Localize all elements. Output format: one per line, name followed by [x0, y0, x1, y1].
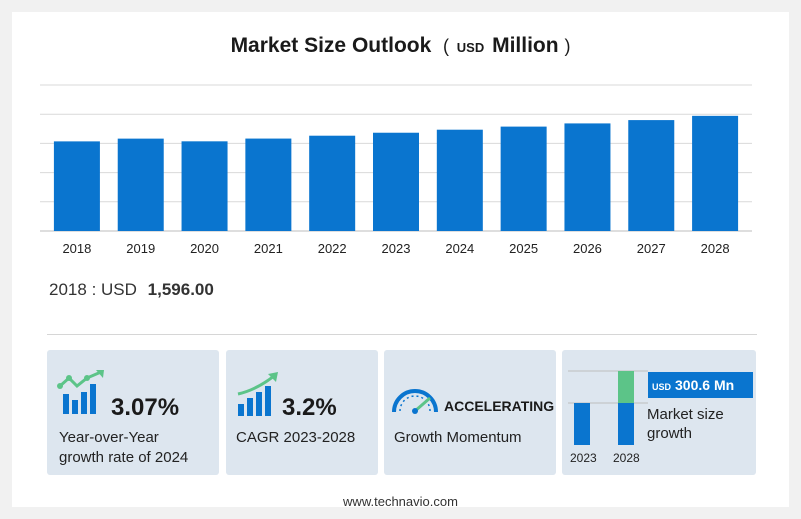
growth-chart-icon	[57, 370, 104, 414]
chart-title: Market Size Outlook ( USD Million )	[0, 34, 801, 58]
title-unit: Million	[492, 34, 559, 57]
x-tick-label: 2022	[318, 241, 347, 256]
bar-2026[interactable]	[564, 123, 611, 231]
kpi-yoy-label-line1: Year-over-Year	[59, 429, 159, 446]
x-tick-label: 2023	[382, 241, 411, 256]
bar-2021[interactable]	[245, 138, 292, 231]
x-tick-label: 2026	[573, 241, 602, 256]
title-currency: USD	[456, 40, 485, 55]
growth-amount-badge: USD 300.6 Mn	[648, 372, 753, 398]
x-tick-label: 2028	[701, 241, 730, 256]
growth-label-line2: growth	[647, 425, 693, 442]
x-tick-label: 2027	[637, 241, 666, 256]
mini-growth-segment	[618, 371, 634, 403]
x-tick-label: 2019	[126, 241, 155, 256]
bar-2024[interactable]	[436, 129, 483, 231]
title-close-paren: )	[564, 36, 571, 56]
readout-separator: :	[91, 280, 97, 299]
readout-year: 2018	[49, 280, 87, 299]
growth-label-line1: Market size	[647, 406, 724, 423]
growth-amount: 300.6 Mn	[675, 377, 735, 393]
kpi-momentum-card: ACCELERATING Growth Momentum	[384, 350, 556, 475]
mini-growth-chart	[568, 370, 648, 445]
bar-2025[interactable]	[500, 126, 547, 231]
x-tick-label: 2020	[190, 241, 219, 256]
bar-2028[interactable]	[692, 115, 739, 231]
kpi-cagr-label: CAGR 2023-2028	[236, 429, 356, 446]
x-tick-label: 2021	[254, 241, 283, 256]
title-main: Market Size Outlook	[230, 34, 432, 57]
bar-2018[interactable]	[53, 141, 100, 231]
kpi-momentum-label: Growth Momentum	[394, 429, 522, 446]
x-tick-label: 2024	[445, 241, 474, 256]
bar-2020[interactable]	[181, 141, 228, 231]
bar-2019[interactable]	[117, 138, 164, 231]
bar-2022[interactable]	[309, 135, 356, 231]
growth-currency: USD	[652, 382, 672, 392]
bar-2023[interactable]	[373, 132, 419, 231]
x-tick-label: 2018	[62, 241, 91, 256]
bar-2027[interactable]	[628, 120, 675, 231]
kpi-yoy-label-line2: growth rate of 2024	[59, 449, 189, 466]
speedometer-icon	[392, 389, 438, 414]
mini-bar-2028	[618, 403, 634, 445]
mini-bar-2023	[574, 403, 590, 445]
kpi-momentum-value: ACCELERATING	[444, 398, 555, 414]
title-open-paren: (	[442, 36, 449, 56]
footer-url: www.technavio.com	[343, 494, 458, 509]
mini-year-end: 2028	[613, 451, 640, 465]
kpi-yoy-card: 3.07% Year-over-Year growth rate of 2024	[47, 350, 219, 475]
bar-chart: 2018 2019 2020 2021 2022 2023 2024 2025 2026 2027…	[40, 84, 752, 256]
kpi-yoy-value: 3.07%	[111, 394, 180, 421]
mini-year-start: 2023	[570, 451, 597, 465]
bar-trend-icon	[237, 372, 278, 416]
x-tick-label: 2025	[509, 241, 538, 256]
readout-amount: 1,596.00	[147, 280, 214, 299]
section-divider	[47, 334, 757, 335]
value-readout: 2018 : USD 1,596.00	[49, 280, 214, 300]
readout-currency: USD	[101, 280, 137, 299]
kpi-cagr-card: 3.2% CAGR 2023-2028	[226, 350, 378, 475]
kpi-cagr-value: 3.2%	[282, 394, 337, 421]
